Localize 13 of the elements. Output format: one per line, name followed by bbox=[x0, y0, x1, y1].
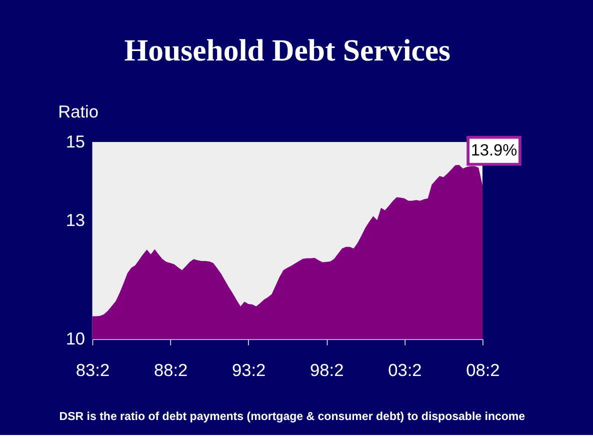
y-tick-label: 15 bbox=[66, 131, 86, 152]
x-tick-label: 08:2 bbox=[466, 360, 500, 380]
y-tick-label: 10 bbox=[66, 328, 86, 348]
x-tick-label: 88:2 bbox=[154, 360, 188, 380]
y-tick-label: 13 bbox=[66, 210, 86, 230]
text: DSR is the ratio of debt payments (mortgage & consumer debt) to disposable income bbox=[59, 410, 526, 423]
x-tick-label: 03:2 bbox=[388, 360, 422, 380]
x-tick-label: 83:2 bbox=[76, 360, 110, 380]
x-tick-label: 93:2 bbox=[232, 360, 266, 380]
chart-title: Household Debt Services bbox=[124, 33, 451, 68]
x-tick-label: 98:2 bbox=[310, 360, 344, 380]
annotation: 13.9% bbox=[470, 142, 518, 160]
y-axis-title: Ratio bbox=[58, 102, 98, 122]
